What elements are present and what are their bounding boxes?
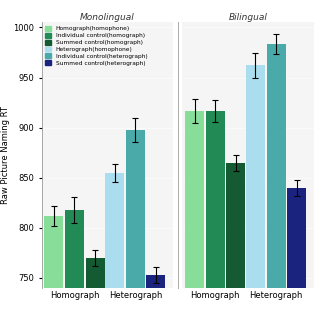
Bar	[105, 173, 124, 288]
Bar	[267, 44, 285, 288]
Bar	[44, 216, 63, 288]
Bar	[65, 210, 84, 288]
Bar	[85, 258, 105, 288]
Legend: Homograph(homophone), Individual control(homograph), Summed control(homograph), : Homograph(homophone), Individual control…	[44, 25, 148, 66]
Bar	[147, 275, 165, 288]
Title: Bilingual: Bilingual	[228, 12, 268, 22]
Bar	[206, 111, 225, 288]
Bar	[126, 130, 145, 288]
Bar	[246, 66, 265, 288]
Bar	[185, 111, 204, 288]
Title: Monolingual: Monolingual	[80, 12, 135, 22]
Y-axis label: Raw Picture Naming RT: Raw Picture Naming RT	[1, 106, 10, 204]
Bar	[287, 188, 306, 288]
Bar	[226, 163, 245, 288]
